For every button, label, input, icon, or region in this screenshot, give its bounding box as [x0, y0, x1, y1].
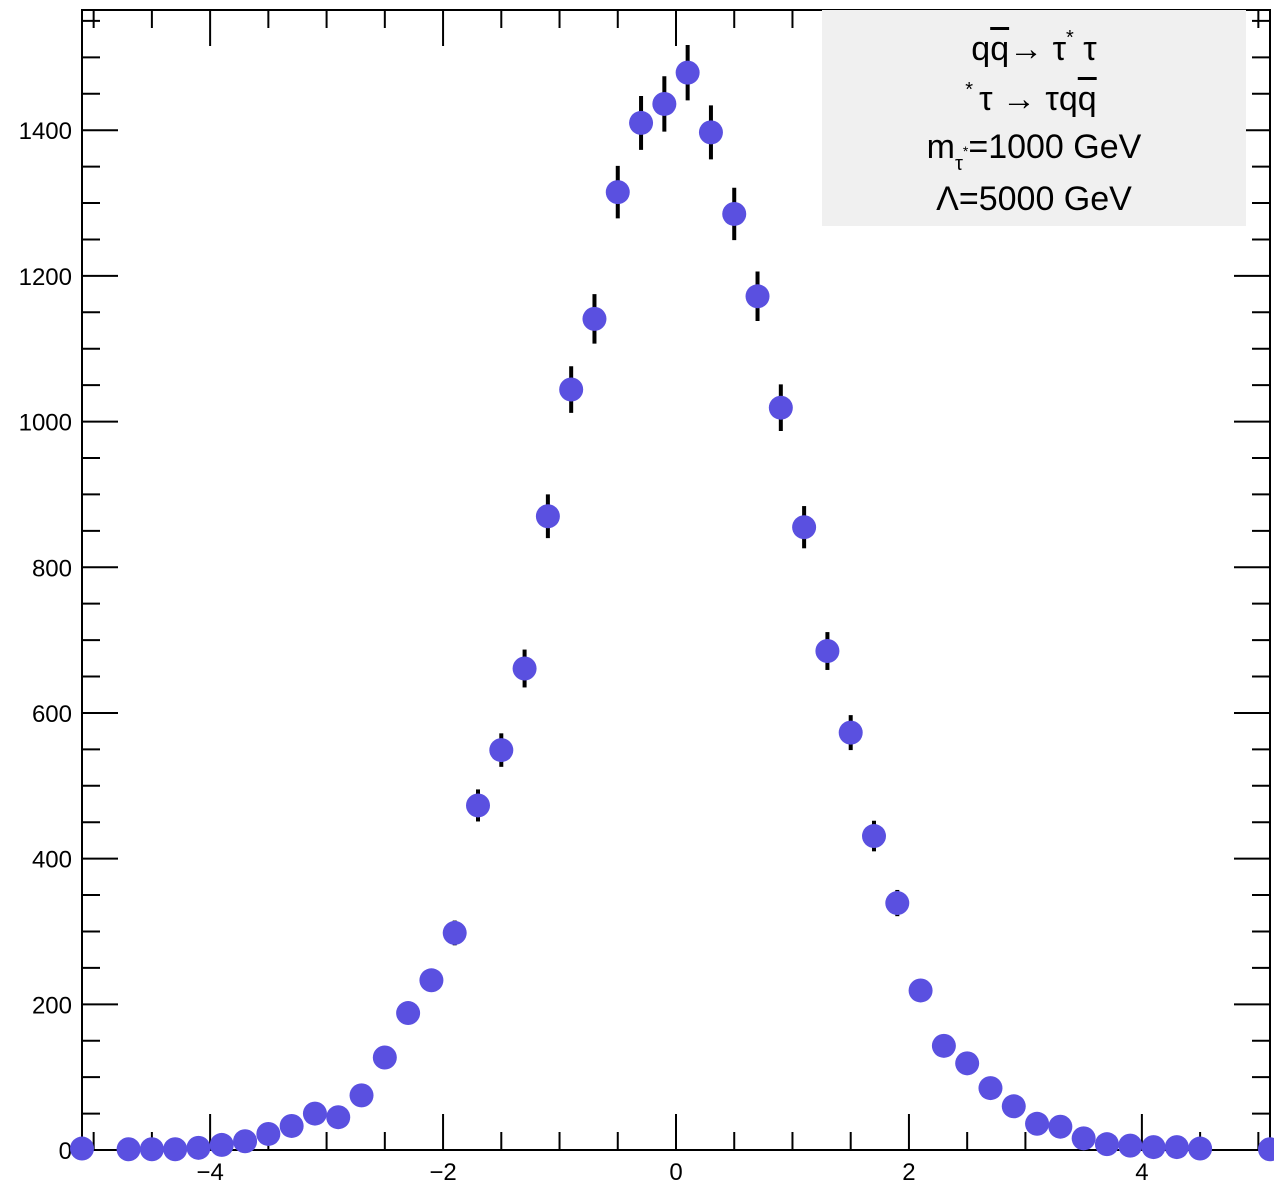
- data-point: [1141, 1135, 1166, 1160]
- legend-line-process: qq→ τ* τ: [822, 28, 1246, 68]
- legend-q: q: [971, 30, 991, 68]
- legend-qbar: q: [990, 30, 1010, 68]
- data-point: [349, 1083, 374, 1108]
- data-point: [70, 1136, 94, 1161]
- legend-m-sup: *: [962, 143, 969, 159]
- data-point: [1188, 1136, 1213, 1161]
- data-point: [489, 738, 514, 763]
- legend-decay-text: τ → τq: [979, 80, 1078, 118]
- data-point: [582, 306, 607, 331]
- y-tick-label: 400: [32, 847, 72, 874]
- x-tick-label: 2: [902, 1159, 915, 1185]
- x-tick-label: 4: [1135, 1159, 1148, 1185]
- data-point: [1258, 1137, 1274, 1162]
- data-point: [535, 504, 560, 529]
- data-point: [652, 91, 677, 116]
- data-point: [931, 1033, 956, 1058]
- legend-line-mass: mτ*=1000 GeV: [822, 128, 1246, 174]
- data-point: [256, 1121, 281, 1146]
- data-point: [139, 1137, 164, 1162]
- tick-labels: −4 −2 0 2 4 0 200 400 600 800 1000 1200 1400: [19, 118, 1149, 1185]
- data-point: [326, 1105, 351, 1130]
- legend-mass-value: =1000 GeV: [968, 128, 1142, 166]
- data-point: [722, 201, 747, 226]
- data-point: [419, 968, 444, 993]
- data-point: [908, 978, 933, 1003]
- data-point: [605, 180, 630, 205]
- legend-m: m: [926, 128, 955, 166]
- data-point: [186, 1135, 211, 1160]
- data-point: [955, 1051, 980, 1076]
- data-point: [163, 1137, 188, 1162]
- data-point: [978, 1076, 1003, 1101]
- y-tick-label: 0: [59, 1138, 72, 1165]
- data-point: [675, 60, 700, 85]
- y-tick-label: 200: [32, 992, 72, 1019]
- data-points: [70, 60, 1274, 1162]
- legend-star: *: [1066, 27, 1074, 49]
- y-tick-label: 1400: [19, 118, 72, 145]
- data-point: [1001, 1094, 1026, 1119]
- y-tick-label: 800: [32, 555, 72, 582]
- legend-tau: τ: [1083, 30, 1097, 68]
- legend-arrow-tau: → τ: [1009, 30, 1067, 68]
- data-point: [1118, 1133, 1143, 1158]
- x-tick-label: −4: [196, 1159, 223, 1185]
- legend-star-sub: *: [965, 79, 974, 101]
- data-point: [792, 515, 817, 540]
- data-point: [629, 110, 654, 135]
- data-point: [442, 920, 467, 945]
- legend-line-decay: * τ → τqq: [822, 79, 1246, 118]
- data-point: [1094, 1132, 1119, 1157]
- data-point: [1025, 1111, 1050, 1136]
- y-tick-label: 1000: [19, 410, 72, 437]
- x-tick-label: 0: [669, 1159, 682, 1185]
- data-point: [698, 120, 723, 145]
- data-point: [559, 377, 584, 402]
- data-point: [1048, 1114, 1073, 1139]
- data-point: [885, 891, 910, 916]
- data-point: [862, 824, 886, 849]
- data-point: [1164, 1135, 1189, 1160]
- x-tick-label: −2: [429, 1159, 456, 1185]
- legend-line-lambda: Λ=5000 GeV: [822, 182, 1246, 216]
- legend-lambda: Λ=5000 GeV: [936, 180, 1132, 218]
- legend-box: qq→ τ* τ * τ → τqq mτ*=1000 GeV Λ=5000 Ge…: [822, 10, 1246, 226]
- data-point: [745, 284, 770, 309]
- legend-decay-qbar: q: [1077, 80, 1097, 118]
- y-tick-label: 1200: [19, 264, 72, 291]
- data-point: [279, 1113, 304, 1138]
- data-point: [838, 720, 863, 745]
- y-tick-label: 600: [32, 701, 72, 728]
- data-point: [815, 639, 840, 664]
- data-point: [116, 1137, 141, 1162]
- data-point: [396, 1001, 421, 1026]
- data-point: [768, 395, 793, 420]
- data-point: [209, 1132, 234, 1157]
- legend-m-sub: τ: [954, 153, 963, 175]
- data-point: [466, 793, 490, 818]
- data-point: [233, 1129, 258, 1154]
- data-point: [372, 1045, 397, 1070]
- data-point: [1071, 1126, 1096, 1151]
- data-point: [512, 656, 537, 681]
- data-point: [302, 1101, 327, 1126]
